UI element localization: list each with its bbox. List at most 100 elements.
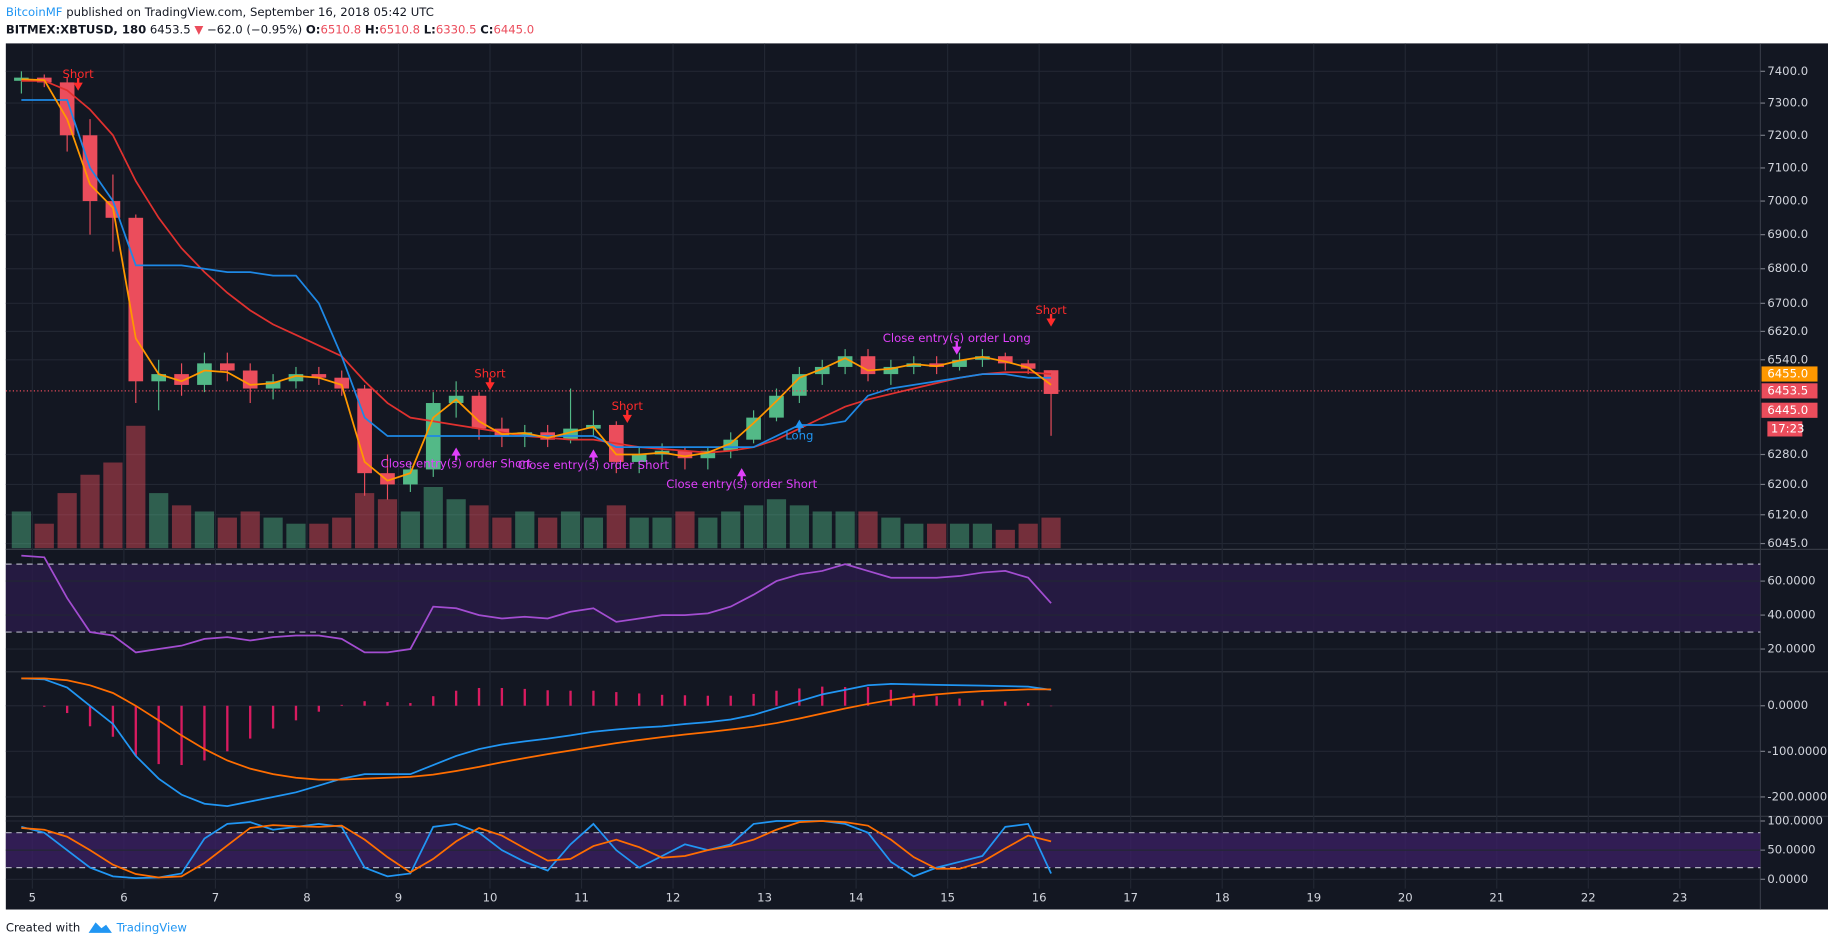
ohlc-value: 6510.8 [379, 22, 420, 36]
histogram-bar [271, 705, 275, 729]
volume-bar [423, 486, 443, 549]
plot-layer: 5 6 7 8 9 10 11 12 13 14 15 16 17 18 19 20 21 22 23 7400.0 7… [5, 43, 1828, 910]
volume-bar [538, 517, 558, 549]
signal-arrow [1046, 313, 1056, 327]
y-tick-label: 50.0000 [1767, 843, 1815, 857]
volume-bar [560, 511, 581, 549]
candle-body [837, 356, 853, 367]
histogram-bar [638, 693, 641, 706]
y-tick-label: 7200.0 [1767, 128, 1808, 142]
volume-bar [743, 505, 764, 549]
created-with: Created with [6, 921, 80, 935]
indicator-line [21, 677, 1052, 807]
candle-body [1020, 363, 1036, 369]
volume-bar [11, 511, 31, 549]
volume-bar [629, 517, 649, 549]
histogram-bar [866, 687, 870, 706]
histogram-bar [592, 690, 595, 706]
histogram-bar [317, 705, 321, 712]
volume-bar [400, 511, 420, 549]
histogram-bar [500, 687, 504, 706]
y-tick-label: 6900.0 [1767, 227, 1808, 241]
candle-body [1043, 370, 1059, 394]
volume-bar [263, 517, 283, 549]
y-tick-label: 7000.0 [1767, 194, 1808, 208]
brand[interactable]: TradingView [116, 921, 188, 935]
histogram-bar [363, 701, 366, 706]
signal-arrow [451, 447, 461, 461]
x-tick-label: 9 [395, 890, 402, 904]
volume-bar [57, 493, 77, 549]
histogram-bar [203, 705, 206, 761]
histogram-bar [249, 705, 252, 739]
volume-bar [675, 511, 695, 549]
y-tick-label: 6700.0 [1767, 296, 1808, 310]
symbol: BITMEX:XBTUSD, 180 [6, 22, 146, 36]
volume-bar [286, 523, 306, 549]
volume-bar [126, 425, 146, 549]
symbol-line: BITMEX:XBTUSD, 180 6453.5 ▼ −62.0 (−0.95… [6, 22, 534, 36]
author[interactable]: BitcoinMF [6, 4, 63, 18]
histogram-bar [65, 705, 69, 714]
candle-body [746, 417, 761, 440]
y-tick-label: 0.0000 [1767, 872, 1808, 886]
volume-bar [469, 505, 489, 549]
y-tick-label: 6800.0 [1767, 261, 1808, 275]
candle-body [723, 439, 739, 451]
x-tick-label: 18 [1215, 890, 1230, 904]
x-tick-label: 15 [940, 890, 955, 904]
histogram-bar [935, 696, 938, 706]
candle-body [860, 356, 876, 375]
histogram-bar [683, 695, 687, 706]
signal-arrow [73, 77, 83, 91]
x-tick-label: 12 [666, 890, 681, 904]
volume-bar [583, 517, 604, 549]
histogram-bar [454, 690, 458, 706]
histogram-bar [546, 690, 549, 706]
y-tick-label: 0.0000 [1767, 698, 1808, 712]
x-tick-label: 11 [574, 890, 589, 904]
byline: BitcoinMF published on TradingView.com, … [6, 4, 434, 18]
volume-bar [515, 511, 535, 549]
histogram-bar [843, 687, 847, 706]
y-tick-label: 7100.0 [1767, 160, 1808, 174]
price-label-bg [1761, 383, 1818, 399]
signal-arrow [485, 377, 495, 391]
volume-bar [355, 493, 375, 549]
candle-body [814, 366, 830, 375]
candle-body [403, 469, 418, 485]
histogram-bar [111, 705, 115, 737]
signal-label: Close entry(s) order Long [883, 331, 1031, 345]
histogram-bar [706, 695, 709, 706]
volume-bar [972, 523, 993, 549]
histogram-bar [477, 687, 481, 706]
histogram-bar [821, 686, 824, 706]
x-tick-label: 10 [483, 890, 498, 904]
histogram-bar [1004, 701, 1007, 706]
ohlc-label: C: [480, 22, 493, 36]
y-tick-label: -100.0000 [1767, 744, 1827, 758]
footer-bg [0, 909, 1828, 946]
candle-body [471, 395, 487, 429]
volume-bar [995, 529, 1015, 549]
change: −62.0 (−0.95%) [207, 22, 302, 36]
indicator-line [21, 677, 1052, 781]
candle-body [769, 395, 784, 418]
price-label: 6455.0 [1767, 367, 1808, 381]
arrow: ▼ [194, 22, 203, 36]
histogram-bar [88, 705, 92, 727]
x-tick-label: 14 [849, 890, 864, 904]
y-tick-label: 20.0000 [1767, 642, 1815, 656]
signal-label: Short [1035, 303, 1067, 317]
candle-body [700, 450, 716, 459]
volume-bar [217, 517, 237, 549]
volume-bar [904, 523, 924, 549]
x-tick-label: 22 [1581, 890, 1596, 904]
candle-body [288, 374, 304, 382]
volume-bar [789, 505, 809, 549]
candle-body [952, 359, 967, 367]
candle-body [975, 356, 990, 360]
candle-body [563, 428, 578, 440]
